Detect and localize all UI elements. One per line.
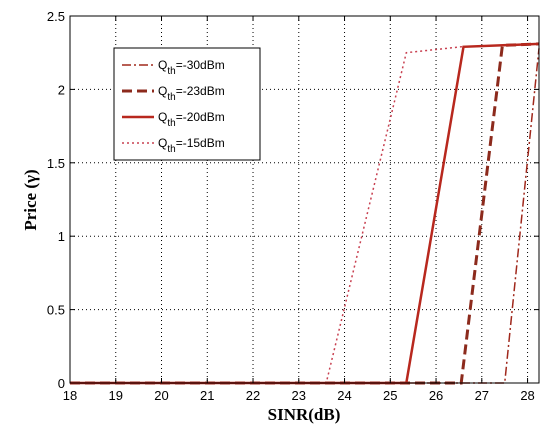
legend-entry: Qth=-15dBm [158,136,225,155]
legend-box [113,47,261,161]
y-axis-ticks: 0 0.5 1 1.5 2 2.5 [47,9,539,391]
legend-entry: Qth=-23dBm [158,84,225,103]
x-tick-label: 21 [200,388,214,403]
x-tick-label: 23 [292,388,306,403]
x-tick-label: 22 [246,388,260,403]
y-tick-label: 0 [58,376,65,391]
x-axis-label: SINR(dB) [268,405,341,424]
x-tick-label: 27 [475,388,489,403]
x-tick-label: 26 [429,388,443,403]
x-tick-label: 20 [154,388,168,403]
y-tick-label: 2 [58,82,65,97]
plot-frame [69,15,540,384]
y-tick-label: 1.5 [47,156,65,171]
y-tick-label: 0.5 [47,303,65,318]
x-tick-label: 18 [63,388,77,403]
x-tick-label: 28 [520,388,534,403]
x-tick-label: 25 [383,388,397,403]
x-tick-label: 19 [109,388,123,403]
y-axis-label: Price (γ) [21,169,40,230]
x-axis-ticks: 18 19 20 21 22 23 24 25 26 27 28 [63,16,535,403]
y-tick-label: 1 [58,229,65,244]
legend: Qth=-30dBm Qth=-23dBm Qth=-20dBm Qth=-15dBm [113,47,261,161]
x-tick-label: 24 [337,388,351,403]
y-tick-label: 2.5 [47,9,65,24]
legend-entry: Qth=-30dBm [158,58,225,77]
legend-entry: Qth=-20dBm [158,110,225,129]
